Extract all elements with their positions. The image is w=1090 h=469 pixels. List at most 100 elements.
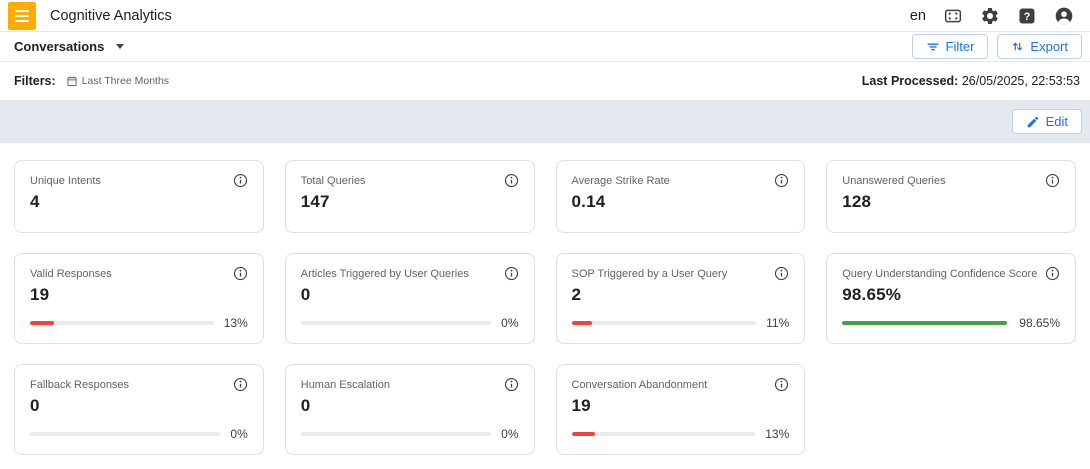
settings-gear-icon[interactable] — [980, 6, 1000, 26]
info-icon[interactable] — [504, 266, 519, 281]
metric-progress-row: 13% — [30, 316, 248, 330]
progress-percent: 0% — [230, 427, 248, 441]
metric-card-header: Fallback Responses — [30, 377, 248, 392]
info-icon[interactable] — [774, 266, 789, 281]
svg-text:?: ? — [1024, 10, 1031, 22]
metric-card: Query Understanding Confidence Score 98.… — [826, 253, 1076, 344]
view-selector-dropdown[interactable]: Conversations — [14, 39, 125, 54]
info-icon[interactable] — [233, 266, 248, 281]
metric-card: Articles Triggered by User Queries 0 0% — [284, 253, 535, 344]
filter-button[interactable]: Filter — [911, 34, 989, 59]
metric-value: 19 — [571, 396, 591, 415]
calendar-icon — [67, 76, 77, 86]
progress-percent: 0% — [501, 316, 519, 330]
filters-row: Filters: Last Three Months Last Processe… — [0, 62, 1090, 100]
metric-card-header: SOP Triggered by a User Query — [572, 266, 790, 281]
last-processed-label: Last Processed: — [861, 74, 959, 88]
filters-label: Filters: — [14, 74, 56, 88]
filter-button-label: Filter — [945, 39, 975, 54]
metric-card: Total Queries 147 — [284, 160, 535, 233]
date-range-chip[interactable]: Last Three Months — [66, 75, 169, 87]
metric-label: Query Understanding Confidence Score — [842, 268, 1038, 280]
app-header: Cognitive Analytics en ? — [0, 0, 1090, 32]
metric-label: Unique Intents — [30, 175, 101, 187]
progress-bar-track — [30, 321, 214, 325]
metric-card: SOP Triggered by a User Query 2 11% — [555, 253, 806, 344]
metric-progress-row: 0% — [30, 427, 248, 441]
metric-card-header: Articles Triggered by User Queries — [301, 266, 519, 281]
progress-bar-track — [300, 432, 492, 436]
metric-card-header: Human Escalation — [301, 377, 519, 392]
metric-card: Unique Intents 4 — [14, 160, 264, 233]
progress-bar-track — [571, 432, 756, 436]
info-icon[interactable] — [774, 377, 789, 392]
metric-value: 0 — [300, 396, 311, 415]
metric-value: 128 — [842, 192, 872, 211]
metric-progress-row: 0% — [300, 316, 519, 330]
header-actions: en ? — [910, 6, 1074, 26]
progress-percent: 11% — [766, 316, 790, 330]
info-icon[interactable] — [504, 173, 519, 188]
progress-percent: 13% — [223, 316, 248, 330]
metric-card: Fallback Responses 0 0% — [14, 364, 264, 455]
metric-card-header: Unanswered Queries — [842, 173, 1060, 188]
progress-bar-track — [571, 321, 757, 325]
progress-percent: 0% — [501, 427, 519, 441]
metric-card-header: Average Strike Rate — [572, 173, 790, 188]
progress-bar-fill — [842, 321, 1008, 325]
date-range-label: Last Three Months — [81, 75, 170, 87]
metric-card: Average Strike Rate 0.14 — [555, 160, 806, 233]
metric-progress-row: 98.65% — [842, 316, 1060, 330]
metric-card: Valid Responses 19 13% — [14, 253, 264, 344]
metric-value: 0 — [30, 396, 40, 415]
info-icon[interactable] — [504, 377, 519, 392]
metric-label: Valid Responses — [30, 268, 112, 280]
metric-label: Fallback Responses — [30, 379, 130, 391]
page-title: Cognitive Analytics — [50, 7, 172, 24]
metric-value: 19 — [30, 285, 50, 304]
info-icon[interactable] — [233, 173, 248, 188]
edit-button-label: Edit — [1045, 114, 1068, 129]
metric-card-header: Conversation Abandonment — [572, 377, 790, 392]
metric-progress-row: 0% — [300, 427, 519, 441]
metric-card: Conversation Abandonment 19 13% — [555, 364, 806, 455]
metric-card-header: Unique Intents — [30, 173, 248, 188]
metric-value: 0 — [300, 285, 311, 304]
caret-down-icon — [116, 44, 125, 49]
metric-progress-row: 13% — [571, 427, 790, 441]
metric-card-header: Valid Responses — [30, 266, 248, 281]
pencil-icon — [1027, 116, 1038, 127]
metric-label: Average Strike Rate — [571, 175, 670, 187]
last-processed-value: 26/05/2025, 22:53:53 — [961, 74, 1080, 88]
info-icon[interactable] — [774, 173, 789, 188]
edit-band: Edit — [0, 100, 1090, 143]
info-icon[interactable] — [1045, 173, 1060, 188]
metric-label: Conversation Abandonment — [571, 379, 708, 391]
toolbar-actions: Filter Export — [911, 34, 1082, 59]
metric-value: 98.65% — [842, 285, 902, 304]
info-icon[interactable] — [233, 377, 248, 392]
metric-label: SOP Triggered by a User Query — [571, 268, 728, 280]
language-selector[interactable]: en — [909, 7, 926, 24]
fit-screen-icon[interactable] — [943, 6, 963, 26]
help-icon[interactable]: ? — [1017, 6, 1037, 26]
filter-icon — [927, 43, 939, 50]
info-icon[interactable] — [1045, 266, 1060, 281]
progress-bar-fill — [571, 432, 596, 436]
metric-card: Human Escalation 0 0% — [284, 364, 535, 455]
progress-bar-track — [30, 432, 221, 436]
metric-card: Unanswered Queries 128 — [826, 160, 1076, 233]
metric-value: 0.14 — [571, 192, 606, 211]
edit-button[interactable]: Edit — [1011, 109, 1082, 134]
progress-percent: 98.65% — [1019, 316, 1060, 330]
account-icon[interactable] — [1054, 6, 1074, 26]
export-button[interactable]: Export — [997, 34, 1082, 59]
metric-value: 147 — [300, 192, 330, 211]
export-icon — [1013, 42, 1023, 51]
metrics-grid: Unique Intents 4 Total Queries — [0, 143, 1090, 455]
metric-label: Human Escalation — [300, 379, 391, 391]
metric-card-header: Query Understanding Confidence Score — [842, 266, 1060, 281]
hamburger-menu-icon[interactable] — [8, 1, 36, 30]
metric-card-header: Total Queries — [301, 173, 519, 188]
progress-percent: 13% — [765, 427, 790, 441]
